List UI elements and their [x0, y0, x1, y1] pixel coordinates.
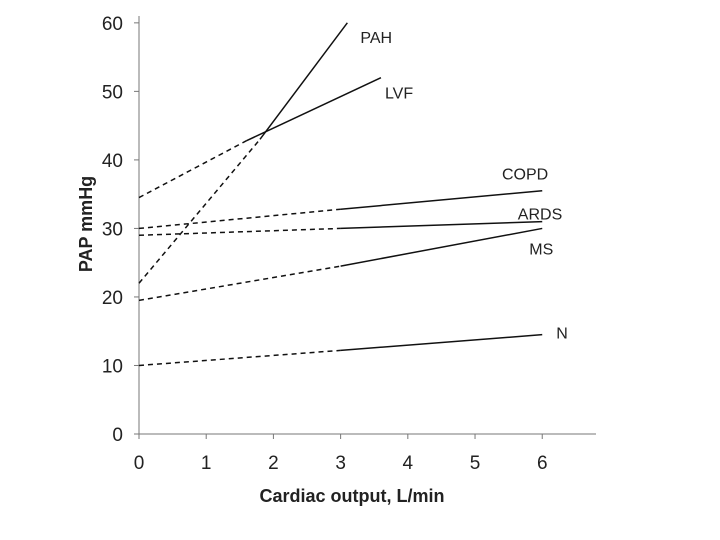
line-ards-extrapolated: [138, 227, 341, 237]
x-tick-label-2: 2: [268, 453, 279, 474]
y-tick-label-60: 60: [102, 14, 123, 35]
axes: [138, 16, 596, 435]
series-lines: [138, 22, 543, 367]
line-ms-extrapolated: [138, 265, 341, 302]
series-label-ms: MS: [529, 241, 553, 258]
series-label-copd: COPD: [502, 167, 548, 184]
series-label-ards: ARDS: [518, 207, 562, 224]
line-ms-measured: [340, 227, 543, 267]
series-label-n: N: [556, 326, 568, 343]
line-copd-measured: [340, 189, 543, 210]
line-ards-measured: [340, 220, 543, 230]
x-tick-label-5: 5: [470, 453, 481, 474]
ticks: 0 10 20 30 40 50 60 0 1 2 3 4 5 6: [102, 14, 548, 474]
series-labels: PAH LVF COPD ARDS MS N: [360, 30, 567, 343]
series-label-pah: PAH: [360, 30, 392, 47]
x-tick-label-3: 3: [335, 453, 346, 474]
line-pah-extrapolated: [138, 138, 261, 284]
series-label-lvf: LVF: [385, 86, 413, 103]
y-tick-label-10: 10: [102, 356, 123, 377]
x-axis-title: Cardiac output, L/min: [259, 486, 444, 506]
y-axis-title: PAP mmHg: [76, 176, 96, 272]
x-tick-label-0: 0: [134, 453, 145, 474]
line-pah-measured: [259, 22, 348, 140]
y-tick-label-30: 30: [102, 219, 123, 240]
x-tick-label-1: 1: [201, 453, 212, 474]
line-n-extrapolated: [138, 349, 341, 367]
x-tick-label-4: 4: [403, 453, 414, 474]
y-tick-label-0: 0: [112, 425, 123, 446]
x-tick-label-6: 6: [537, 453, 548, 474]
y-tick-label-50: 50: [102, 82, 123, 103]
line-lvf-measured: [246, 76, 382, 142]
y-tick-label-40: 40: [102, 151, 123, 172]
line-lvf-extrapolated: [138, 140, 247, 199]
line-n-measured: [340, 333, 543, 352]
line-copd-extrapolated: [138, 208, 341, 230]
y-tick-label-20: 20: [102, 288, 123, 309]
